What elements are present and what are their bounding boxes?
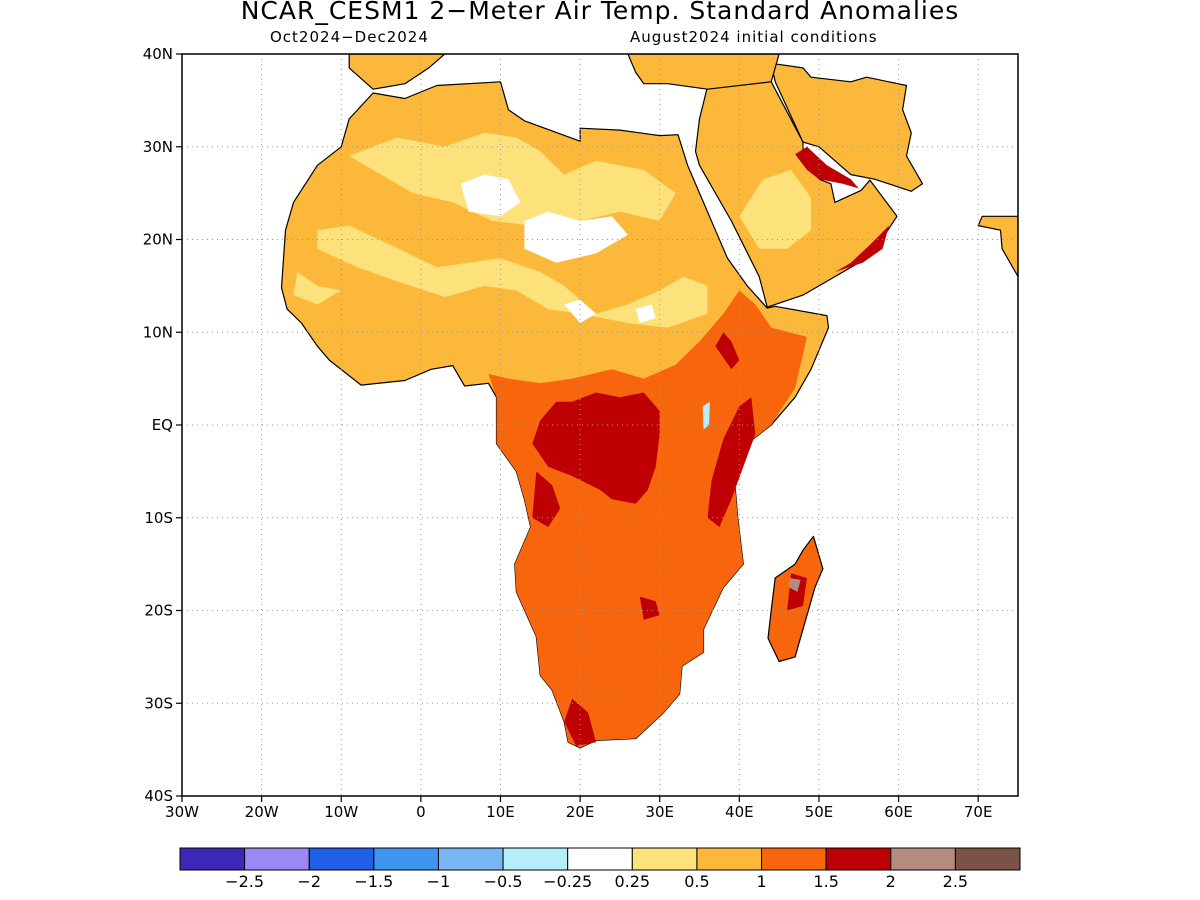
colorbar: −2.5 −2 −1.5 −1 −0.5 −0.25 0.25 0.5 1 1.5 2 2.5 (179, 847, 1021, 891)
lat-tick-label: 20S (144, 602, 173, 620)
colorbar-swatch (437, 847, 504, 871)
arabia-red-region (795, 146, 859, 189)
congo-red-region (532, 392, 660, 504)
oman-red-region (834, 225, 889, 272)
colorbar-swatch (502, 847, 569, 871)
colorbar-swatch (890, 847, 956, 871)
colorbar-swatch (954, 847, 1021, 871)
anatolia-region (627, 54, 780, 90)
lat-tick-label: 30N (143, 138, 173, 156)
colorbar-swatch (825, 847, 892, 871)
colorbar-label: 0.25 (614, 872, 650, 891)
south-africa-red-region (564, 698, 596, 746)
sahara-white-3-region (564, 299, 596, 323)
colorbar-swatch (631, 847, 698, 871)
map-title: NCAR_CESM1 2−Meter Air Temp. Standard An… (240, 0, 960, 25)
lon-tick-label: 20E (566, 803, 595, 821)
colorbar-label: −1 (427, 872, 451, 891)
ethiopia-red-region (715, 332, 740, 370)
latitude-axis: 40N 30N 20N 10N EQ 10S 20S 30S 40S (143, 45, 182, 805)
lat-tick-label: 40S (144, 787, 173, 805)
angola-red-region (532, 471, 561, 527)
colorbar-label: −2.5 (225, 872, 264, 891)
forecast-period: Oct2024−Dec2024 (270, 28, 429, 46)
colorbar-swatch (696, 847, 763, 871)
lon-tick-label: 30W (165, 803, 199, 821)
sri-lanka-region (977, 215, 1018, 278)
colorbar-label: −0.25 (543, 872, 592, 891)
lat-tick-label: 20N (143, 231, 173, 249)
longitude-axis: 30W 20W 10W 0 10E 20E 30E 40E 50E 60E 70E (165, 796, 992, 821)
lat-tick-label: 40N (143, 45, 173, 63)
lon-tick-label: 70E (964, 803, 993, 821)
lon-tick-label: 60E (884, 803, 913, 821)
zimbabwe-red-region (639, 596, 660, 620)
colorbar-swatch (761, 847, 827, 871)
colorbar-label: 1 (756, 872, 766, 891)
lon-tick-label: 10W (324, 803, 358, 821)
colorbar-swatch (179, 847, 246, 871)
madagascar-brown-region (788, 578, 801, 592)
iran-land-region (770, 62, 924, 192)
anomaly-shading (280, 54, 1018, 749)
lon-tick-label: 20W (245, 803, 279, 821)
mediterranean-north-region (348, 54, 446, 90)
sahara-white-2-region (524, 211, 628, 263)
arabia-yellow-region (739, 169, 811, 249)
lat-tick-label: 30S (144, 694, 173, 712)
lat-tick-label: EQ (152, 416, 173, 434)
sahara-white-4-region (635, 304, 656, 323)
colorbar-swatch (308, 847, 375, 871)
initial-conditions: August2024 initial conditions (630, 28, 878, 46)
east-africa-red-region (707, 397, 756, 527)
colorbar-label: −0.5 (484, 872, 523, 891)
colorbar-swatch (244, 847, 310, 871)
lat-tick-label: 10S (144, 509, 173, 527)
colorbar-label: 1.5 (813, 872, 838, 891)
colorbar-label: 2 (886, 872, 896, 891)
sahara-yellow-3-region (293, 272, 342, 305)
colorbar-swatch (373, 847, 439, 871)
colorbar-label: 2.5 (943, 872, 968, 891)
lon-tick-label: 30E (645, 803, 674, 821)
sahara-yellow-1-region (349, 132, 676, 226)
lon-tick-label: 40E (725, 803, 754, 821)
sahara-white-1-region (460, 174, 521, 217)
lat-tick-label: 10N (143, 323, 173, 341)
colorbar-label: −1.5 (354, 872, 393, 891)
colorbar-label: −2 (297, 872, 321, 891)
lon-tick-label: 10E (486, 803, 515, 821)
lake-blue-region (702, 401, 710, 430)
sahara-yellow-2-region (317, 225, 708, 328)
colorbar-label: 0.5 (684, 872, 709, 891)
colorbar-swatch (567, 847, 633, 871)
lon-tick-label: 50E (805, 803, 834, 821)
lon-tick-label: 0 (416, 803, 426, 821)
